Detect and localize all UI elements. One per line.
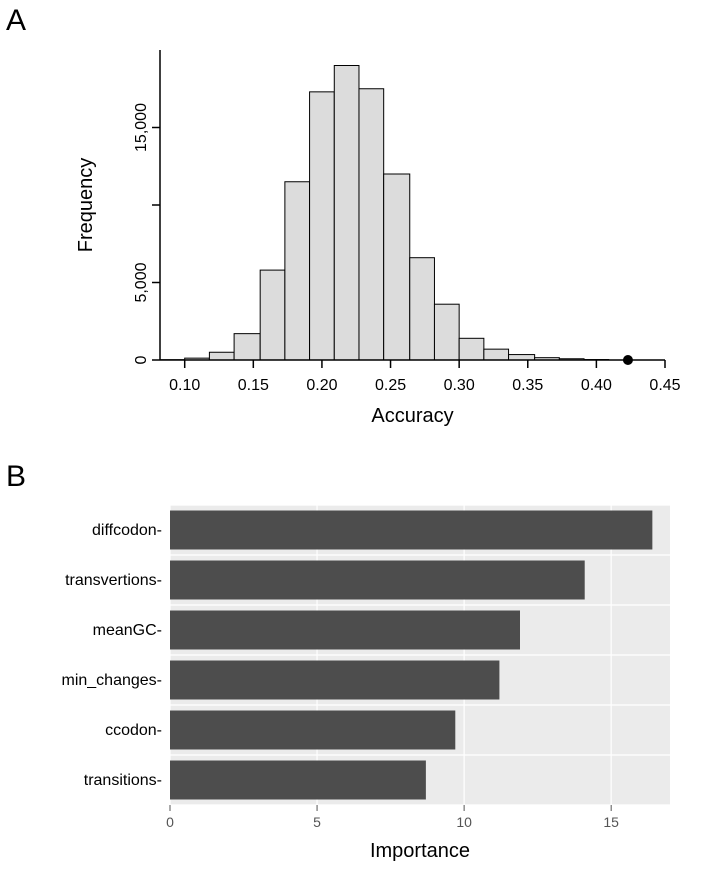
histogram-bar bbox=[459, 338, 484, 360]
x-tick-label: 0.25 bbox=[375, 377, 406, 394]
y-tick-label: 15,000 bbox=[133, 103, 150, 152]
importance-bar bbox=[170, 611, 520, 650]
x-axis-title: Importance bbox=[370, 840, 470, 862]
y-tick-label: 0 bbox=[133, 355, 150, 364]
x-tick-label: 15 bbox=[603, 814, 619, 830]
importance-bar bbox=[170, 761, 426, 800]
category-label: transitions- bbox=[84, 772, 162, 789]
x-tick-label: 5 bbox=[313, 814, 321, 830]
importance-bar bbox=[170, 661, 499, 700]
histogram-bar bbox=[334, 66, 359, 361]
x-tick-label: 0.30 bbox=[444, 377, 475, 394]
importance-bar bbox=[170, 711, 455, 750]
y-tick-label: 5,000 bbox=[133, 262, 150, 302]
x-tick-label: 0.40 bbox=[581, 377, 612, 394]
x-tick-label: 0 bbox=[166, 814, 174, 830]
histogram-bar bbox=[434, 304, 459, 360]
histogram-bar bbox=[384, 174, 410, 360]
histogram-bar bbox=[209, 352, 234, 360]
category-label: diffcodon- bbox=[92, 522, 162, 539]
histogram-bar bbox=[509, 355, 535, 360]
histogram-bar bbox=[359, 89, 384, 360]
y-axis-title: Frequency bbox=[75, 158, 97, 253]
histogram-bar bbox=[285, 182, 310, 360]
category-label: meanGC- bbox=[93, 622, 162, 639]
histogram-bar bbox=[484, 349, 509, 360]
x-tick-label: 0.45 bbox=[649, 377, 680, 394]
category-label: min_changes- bbox=[62, 672, 163, 689]
x-tick-label: 0.15 bbox=[238, 377, 269, 394]
importance-bar-chart: diffcodon-transvertions-meanGC-min_chang… bbox=[20, 495, 690, 875]
x-axis-title: Accuracy bbox=[371, 405, 453, 427]
importance-bar bbox=[170, 561, 585, 600]
histogram-bar bbox=[410, 258, 435, 360]
histogram-bar bbox=[260, 270, 285, 360]
category-label: transvertions- bbox=[65, 572, 162, 589]
category-label: ccodon- bbox=[105, 722, 162, 739]
x-tick-label: 0.10 bbox=[169, 377, 200, 394]
panel-a-label: A bbox=[6, 4, 26, 38]
x-tick-label: 0.20 bbox=[306, 377, 337, 394]
importance-bar bbox=[170, 511, 652, 550]
panel-b-label: B bbox=[6, 460, 26, 494]
histogram-chart: 0.10 0.15 0.20 0.25 0.30 0.35 0.40 0.45 0 5,000 15… bbox=[60, 30, 680, 450]
observed-point bbox=[623, 355, 633, 365]
histogram-bar bbox=[234, 334, 260, 360]
x-tick-label: 0.35 bbox=[512, 377, 543, 394]
histogram-bar bbox=[310, 92, 335, 360]
x-tick-label: 10 bbox=[456, 814, 472, 830]
